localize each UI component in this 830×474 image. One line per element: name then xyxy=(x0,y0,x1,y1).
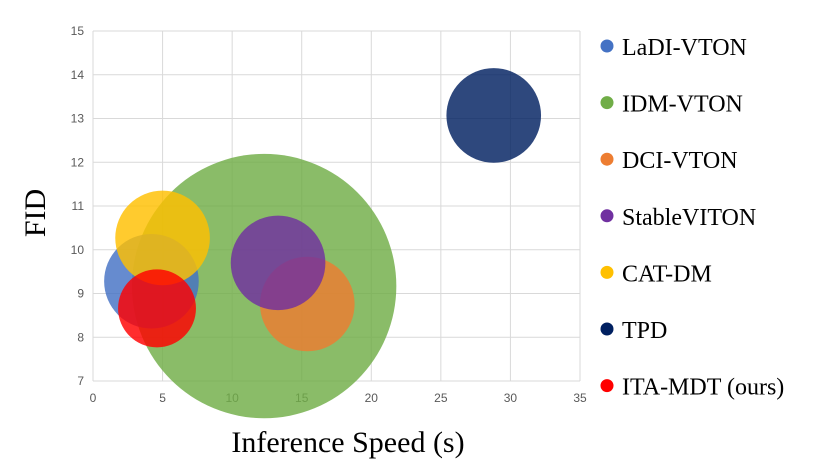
y-axis-title: FID xyxy=(19,189,52,237)
legend-marker xyxy=(600,152,614,166)
x-tick-label: 35 xyxy=(573,391,587,405)
y-tick-label: 12 xyxy=(71,155,85,169)
legend-marker xyxy=(600,209,614,223)
bubbles xyxy=(104,68,542,419)
legend-marker xyxy=(600,379,614,393)
legend-label: TPD xyxy=(622,318,667,344)
legend-label: IDM-VTON xyxy=(622,92,743,118)
legend-marker xyxy=(600,322,614,336)
x-tick-label: 25 xyxy=(434,391,448,405)
legend-label: ITA-MDT (ours) xyxy=(622,375,784,401)
bubble-ita-mdt-ours xyxy=(118,269,196,348)
legend-label: CAT-DM xyxy=(622,261,712,287)
y-tick-label: 10 xyxy=(71,243,85,257)
y-tick-label: 15 xyxy=(71,24,85,38)
y-tick-label: 11 xyxy=(72,199,85,213)
legend-label: LaDI-VTON xyxy=(622,35,747,61)
x-axis-title: Inference Speed (s) xyxy=(231,426,464,459)
legend-label: DCI-VTON xyxy=(622,148,738,174)
y-tick-label: 13 xyxy=(71,112,85,126)
legend-marker xyxy=(600,96,614,110)
y-tick-label: 7 xyxy=(77,374,84,388)
x-tick-label: 20 xyxy=(365,391,379,405)
x-tick-label: 5 xyxy=(159,391,166,405)
y-tick-label: 8 xyxy=(77,330,84,344)
x-tick-label: 0 xyxy=(90,391,97,405)
legend: LaDI-VTON IDM-VTON DCI-VTON StableVITON CAT-… xyxy=(600,35,784,401)
y-tick-label: 14 xyxy=(71,68,85,82)
legend-marker xyxy=(600,265,614,279)
legend-marker xyxy=(600,39,614,53)
bubble-stableviton xyxy=(230,215,326,311)
y-tick-label: 9 xyxy=(77,287,84,301)
legend-label: StableVITON xyxy=(622,205,756,231)
x-tick-label: 30 xyxy=(504,391,518,405)
bubble-cat-dm xyxy=(115,190,210,286)
bubble-tpd xyxy=(446,68,542,163)
